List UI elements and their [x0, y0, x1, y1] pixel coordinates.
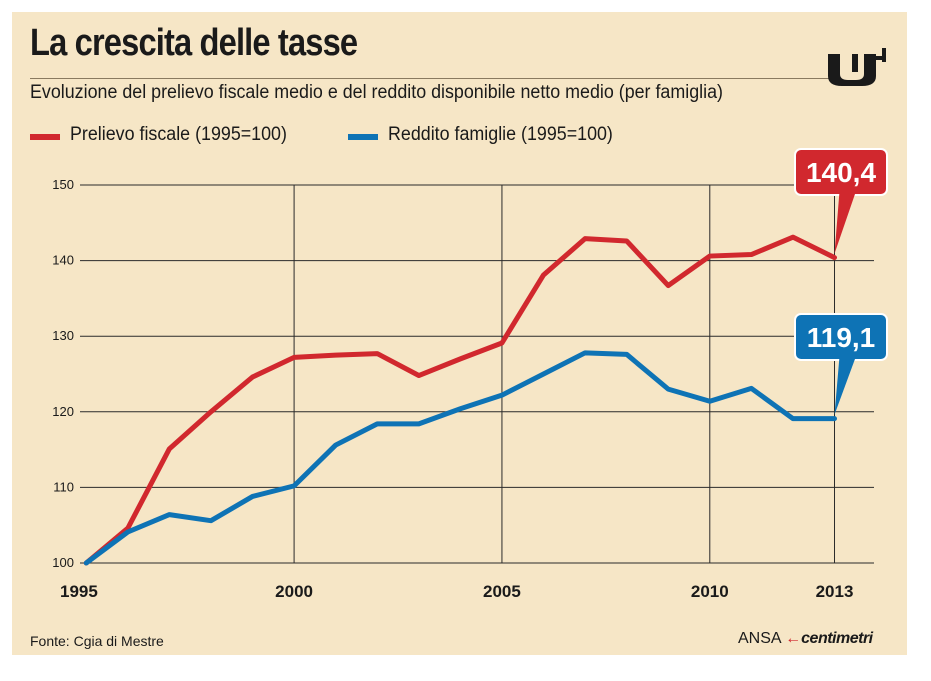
legend-label: Prelievo fiscale (1995=100)	[70, 124, 287, 145]
legend-swatch-blue	[348, 134, 378, 140]
source-note: Fonte: Cgia di Mestre	[30, 633, 164, 649]
credit-brand: centimetri	[801, 630, 873, 647]
y-tick-label: 120	[52, 404, 74, 419]
end-value-callout: 140,4	[794, 148, 888, 254]
y-tick-label: 110	[53, 479, 74, 494]
callout-value: 119,1	[807, 322, 876, 353]
chart-title: La crescita delle tasse	[30, 22, 358, 64]
x-tick-label: 2010	[691, 582, 729, 601]
credit-arrow-icon: ←	[785, 630, 802, 647]
callout-pointer	[834, 193, 856, 254]
end-value-callout: 119,1	[794, 313, 888, 415]
y-tick-label: 130	[52, 328, 74, 343]
credit: ANSA ←centimetri	[738, 630, 873, 648]
series-line-0	[83, 234, 838, 566]
callout-value: 140,4	[806, 157, 876, 188]
y-tick-label: 100	[52, 555, 74, 570]
title-divider	[30, 78, 830, 79]
y-tick-label: 150	[52, 177, 74, 192]
press-logo-icon	[828, 48, 886, 86]
y-tick-label: 140	[52, 253, 74, 268]
legend-label: Reddito famiglie (1995=100)	[388, 124, 613, 145]
chart-subtitle: Evoluzione del prelievo fiscale medio e …	[30, 82, 723, 103]
infographic-panel: La crescita delle tasse Evoluzione del p…	[12, 12, 907, 655]
legend-swatch-red	[30, 134, 60, 140]
credit-prefix: ANSA	[738, 630, 781, 647]
x-tick-label: 1995	[60, 582, 98, 601]
x-tick-label: 2005	[483, 582, 521, 601]
x-tick-label: 2013	[816, 582, 854, 601]
x-tick-label: 2000	[275, 582, 313, 601]
series-line-1	[83, 350, 838, 566]
callout-pointer	[834, 358, 856, 415]
